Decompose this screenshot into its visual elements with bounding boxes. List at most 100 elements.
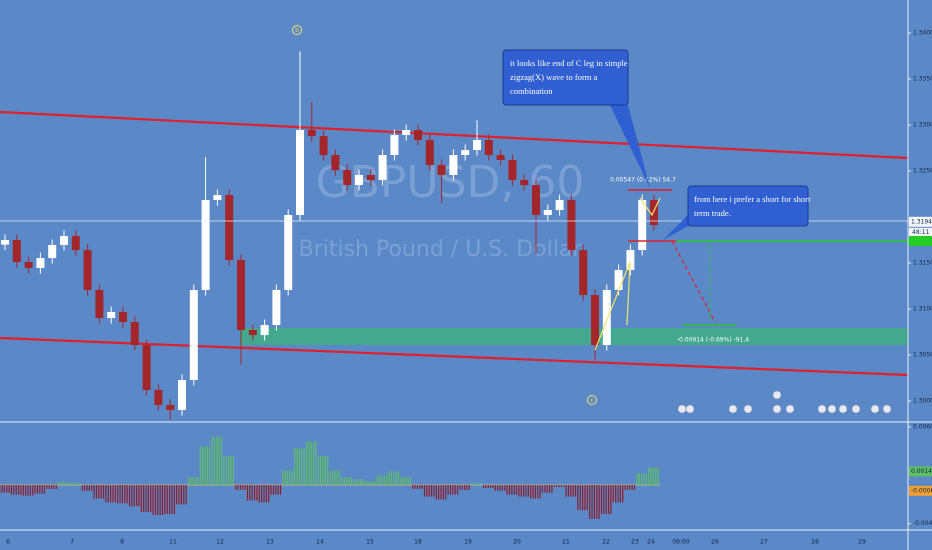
histogram-bar: [150, 485, 152, 513]
histogram-bar: [145, 485, 147, 513]
histogram-bar: [570, 485, 572, 497]
x-tick-label: 7: [70, 539, 74, 546]
histogram-bar: [433, 485, 435, 497]
histogram-bar: [176, 485, 178, 505]
histogram-bar: [407, 477, 409, 485]
histogram-bar: [107, 485, 109, 503]
histogram-bar: [185, 485, 187, 505]
histogram-bar: [532, 485, 534, 499]
candle-body: [437, 165, 446, 175]
histogram-bar: [421, 485, 423, 489]
histogram-bar: [43, 485, 46, 494]
x-tick-label: 20: [513, 539, 521, 546]
axes: 1.34000 1.33500 1.33000 1.32500 1.31500 1.310…: [6, 30, 932, 546]
wave-label: c: [590, 396, 593, 404]
callout: [687, 185, 809, 227]
histogram-bar: [494, 485, 496, 491]
candle-body: [496, 155, 505, 160]
histogram-bar: [416, 485, 419, 489]
histogram-bar: [235, 485, 237, 490]
histogram-bar: [473, 483, 475, 485]
histogram-bar: [8, 485, 10, 493]
histogram-bar: [468, 485, 470, 490]
x-tick-label: 22: [602, 539, 610, 546]
histogram-bar: [62, 482, 65, 485]
histogram-bar: [41, 485, 43, 494]
histogram-bar: [610, 485, 612, 515]
histogram-bar: [508, 485, 511, 495]
histogram-bar: [466, 485, 468, 490]
histogram-bar: [60, 482, 62, 485]
histogram-bar: [499, 485, 501, 491]
histogram-bar: [213, 436, 216, 485]
histogram-bar: [338, 470, 341, 485]
y-tick-label: 1.31000: [913, 306, 932, 313]
histogram-bar: [648, 467, 650, 485]
histogram-bar: [593, 485, 596, 519]
histogram-bar: [428, 485, 430, 497]
histogram-bar: [513, 485, 515, 495]
histogram-bar: [322, 455, 324, 485]
histogram-bar: [17, 485, 20, 495]
histogram-bar: [265, 485, 267, 503]
histogram-bar: [230, 455, 232, 485]
histogram-bar: [209, 446, 211, 485]
histogram-bar: [317, 455, 319, 485]
histogram-bar: [615, 485, 617, 503]
histogram-bar: [121, 485, 124, 504]
callout-text: it looks like end of C leg in simple: [510, 58, 628, 68]
histogram-bar: [485, 485, 487, 488]
histogram-bar: [341, 477, 343, 485]
histogram-bar: [216, 436, 218, 485]
histogram-bar: [140, 485, 142, 513]
candle-body: [567, 200, 576, 251]
histogram-bar: [577, 485, 579, 511]
candle-body: [449, 155, 458, 175]
histogram-bar: [459, 485, 461, 490]
histogram-bar: [572, 485, 574, 497]
histogram-bar: [454, 485, 456, 495]
histogram-bar: [537, 485, 539, 499]
x-tick-label: 28: [811, 539, 819, 546]
candle-body: [201, 200, 210, 290]
histogram-bar: [86, 485, 88, 491]
histogram-bar: [515, 485, 518, 495]
wave-badge: [587, 395, 597, 405]
histogram-bar: [622, 485, 624, 503]
histogram-bar: [15, 485, 17, 495]
histogram-bar: [258, 485, 260, 503]
wave-badge: [292, 25, 302, 35]
target-badge: [909, 236, 932, 246]
histogram-bar: [360, 479, 362, 485]
candle-body: [248, 330, 257, 336]
histogram-bar: [624, 485, 626, 490]
candle-body: [378, 155, 387, 181]
histogram-bar: [605, 485, 607, 515]
value-badge: [909, 485, 932, 496]
histogram-bar: [296, 448, 298, 485]
histogram-bar: [405, 477, 407, 485]
event-icons: [677, 390, 892, 414]
histogram-bar: [501, 485, 503, 491]
candle-body: [12, 240, 21, 263]
candle-body: [225, 195, 234, 260]
histogram-bar: [173, 485, 175, 515]
histogram-bar: [84, 485, 86, 491]
histogram-bar: [383, 475, 385, 485]
candle-body: [36, 258, 45, 268]
histogram-bar: [164, 485, 166, 515]
candle-body: [425, 140, 434, 166]
histogram-bar: [197, 477, 199, 485]
histogram-bar: [527, 485, 529, 497]
candle-body: [60, 236, 68, 245]
histogram-bar: [204, 446, 206, 485]
histogram-bar: [329, 470, 331, 485]
histogram-bar: [589, 485, 591, 519]
callout-text: term trade.: [694, 208, 731, 218]
histogram-bar: [171, 485, 173, 515]
histogram-bar: [88, 485, 90, 491]
histogram-bar: [563, 485, 565, 487]
histogram-bar: [414, 485, 416, 489]
candle-body: [343, 170, 352, 186]
